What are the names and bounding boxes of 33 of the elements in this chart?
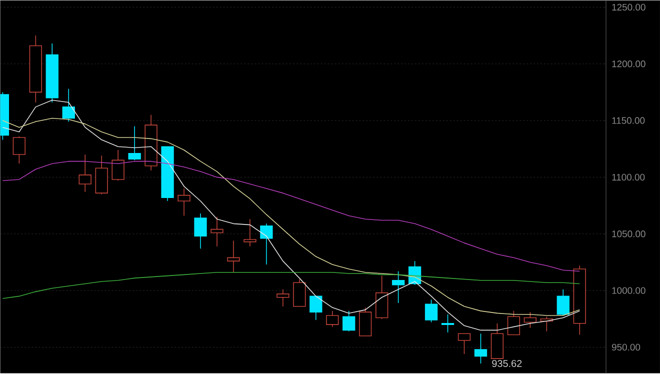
candlestick [178, 188, 190, 216]
candlestick [458, 333, 471, 355]
candlestick [424, 299, 438, 323]
candlestick [359, 307, 372, 336]
candlestick [62, 88, 75, 122]
candlestick [128, 126, 141, 161]
candlestick [12, 136, 26, 164]
candlestick [227, 240, 240, 273]
candlestick [78, 154, 92, 192]
y-tick-label: 1250.00 [612, 4, 646, 11]
y-tick-label: 1100.00 [612, 174, 645, 181]
candlestick [210, 216, 224, 247]
candlestick [474, 333, 488, 364]
candlestick [524, 312, 537, 328]
y-tick-label: 1050.00 [612, 230, 646, 238]
candlestick [194, 213, 207, 250]
candlestick [556, 289, 570, 316]
candlestick [310, 296, 322, 321]
candlestick [342, 310, 356, 332]
candlestick [293, 278, 306, 307]
y-tick-label: 1200.00 [612, 60, 646, 68]
candlestick [392, 271, 405, 304]
candlestick [260, 223, 273, 266]
candlestick [276, 289, 290, 307]
candlestick [441, 314, 454, 334]
candlestick [112, 150, 124, 182]
candlestick [244, 218, 256, 247]
y-tick-label: 1150.00 [612, 117, 645, 124]
y-tick-label: 950.00 [612, 344, 640, 351]
candlestick [507, 310, 520, 336]
annotation: 935.62 [492, 360, 522, 368]
candlestick [326, 310, 339, 328]
y-tick-label: 1000.00 [612, 287, 646, 294]
